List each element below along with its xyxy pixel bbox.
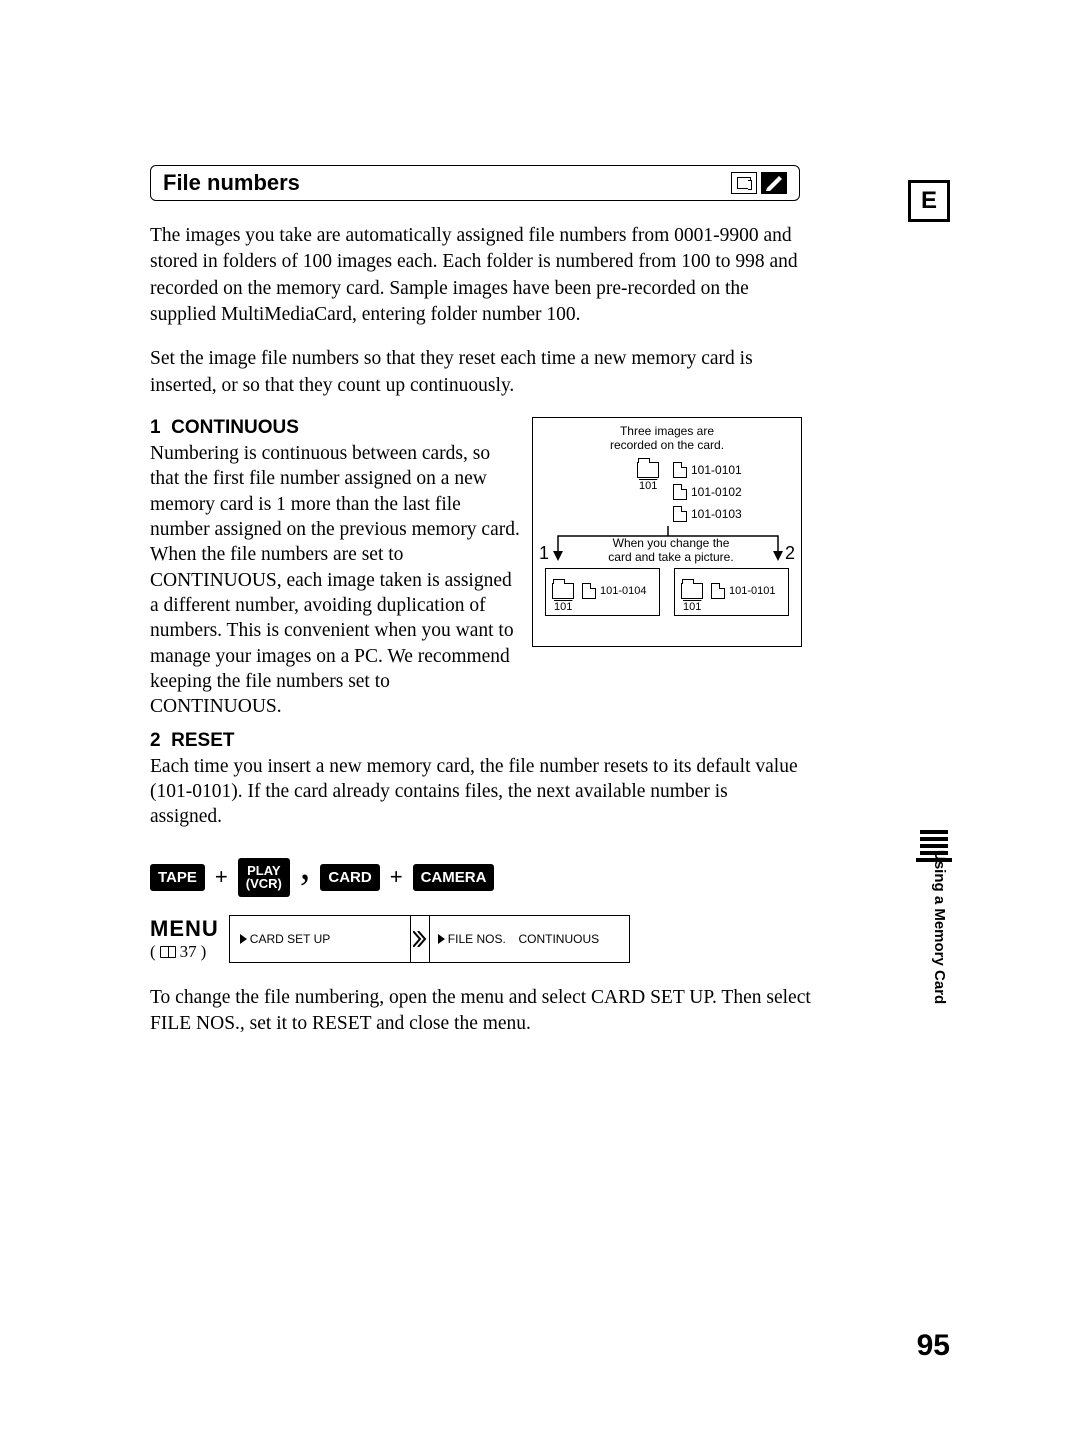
menu-continuous: CONTINUOUS	[518, 932, 599, 946]
menu-page-ref: ( 37)	[150, 942, 206, 962]
reset-section: 2 RESET Each time you insert a new memor…	[150, 730, 800, 830]
menu-row: MENU ( 37) CARD SET UP FILE NOS. CONTINU…	[150, 915, 960, 963]
play-vcr-mode: PLAY(VCR)	[238, 858, 290, 897]
reset-heading: 2 RESET	[150, 730, 800, 752]
mode-row: TAPE + PLAY(VCR) , CARD + CAMERA	[150, 858, 960, 897]
plus-icon: +	[215, 864, 228, 890]
triangle-right-icon	[240, 934, 247, 944]
comma-separator: ,	[300, 858, 311, 875]
plus-icon: +	[390, 864, 403, 890]
intro-paragraph-2: Set the image file numbers so that they …	[150, 346, 800, 399]
file-number-diagram: Three images arerecorded on the card. 10…	[532, 417, 802, 647]
pencil-icon	[761, 172, 787, 194]
intro-paragraph-1: The images you take are automatically as…	[150, 223, 800, 328]
continuous-section: 1 CONTINUOUS Numbering is continuous bet…	[150, 417, 960, 720]
section-title: File numbers	[163, 170, 300, 196]
menu-file-nos: FILE NOS.	[448, 932, 506, 946]
language-indicator: E	[908, 180, 950, 222]
instruction-text: To change the file numbering, open the m…	[150, 985, 830, 1038]
book-icon	[160, 946, 176, 958]
camera-mode: CAMERA	[413, 864, 495, 891]
double-chevron-icon	[413, 931, 427, 947]
page-number: 95	[917, 1329, 950, 1363]
menu-label: MENU	[150, 916, 219, 942]
side-chapter-label: Using a Memory Card	[931, 850, 948, 1004]
section-header: File numbers	[150, 165, 800, 201]
card-mode: CARD	[320, 864, 379, 891]
menu-path-box: CARD SET UP FILE NOS. CONTINUOUS	[229, 915, 630, 963]
continuous-heading: 1 CONTINUOUS	[150, 417, 520, 439]
continuous-text: Numbering is continuous between cards, s…	[150, 441, 520, 720]
header-icons	[731, 172, 787, 194]
card-icon	[731, 172, 757, 194]
tape-mode: TAPE	[150, 864, 205, 891]
reset-text: Each time you insert a new memory card, …	[150, 754, 800, 830]
triangle-right-icon	[438, 934, 445, 944]
menu-card-set-up: CARD SET UP	[250, 932, 330, 946]
